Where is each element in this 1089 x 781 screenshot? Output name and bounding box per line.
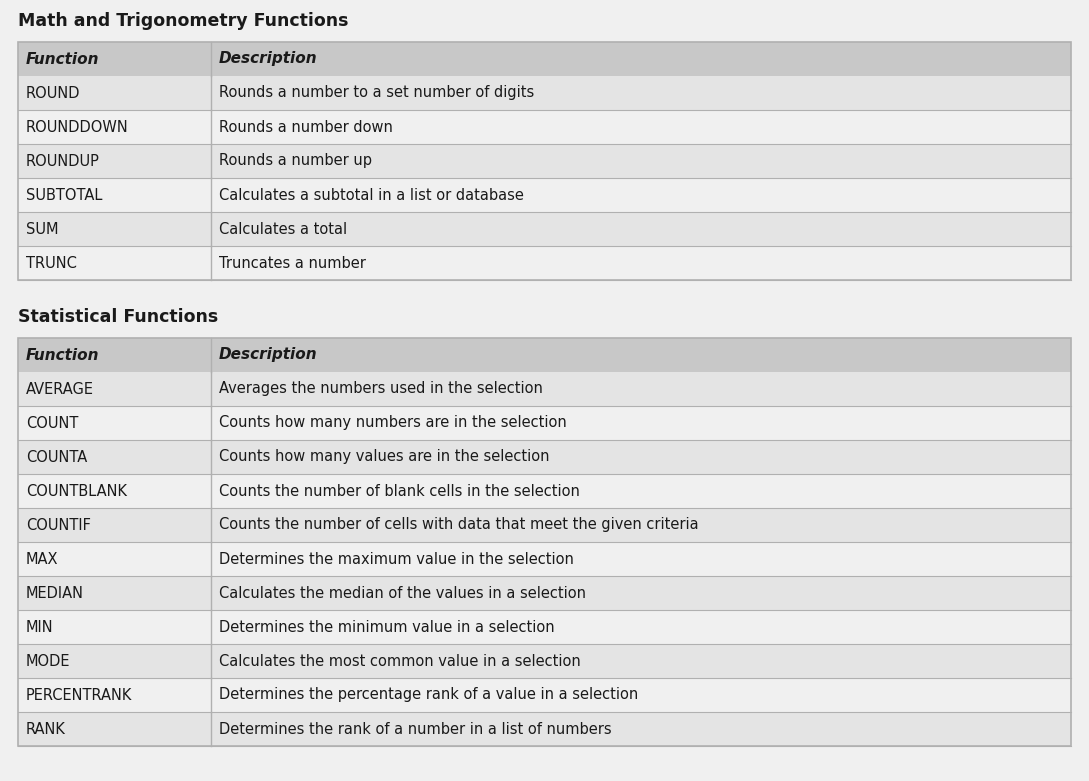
Text: Rounds a number to a set number of digits: Rounds a number to a set number of digit… [219,85,535,101]
Text: Determines the minimum value in a selection: Determines the minimum value in a select… [219,619,554,634]
Text: TRUNC: TRUNC [26,255,77,270]
Text: RANK: RANK [26,722,65,736]
Text: Averages the numbers used in the selection: Averages the numbers used in the selecti… [219,381,543,397]
Text: Function: Function [26,348,99,362]
Bar [19,678,1070,712]
Bar [19,42,1070,76]
Bar [19,338,1070,746]
Text: Counts the number of cells with data that meet the given criteria: Counts the number of cells with data tha… [219,518,699,533]
Text: Determines the maximum value in the selection: Determines the maximum value in the sele… [219,551,574,566]
Text: Function: Function [26,52,99,66]
Text: Description: Description [219,52,318,66]
Text: Statistical Functions: Statistical Functions [19,308,218,326]
Bar [19,644,1070,678]
Bar [19,406,1070,440]
Bar [19,178,1070,212]
Bar [19,372,1070,406]
Bar [19,474,1070,508]
Text: MAX: MAX [26,551,59,566]
Bar [19,212,1070,246]
Text: Determines the rank of a number in a list of numbers: Determines the rank of a number in a lis… [219,722,612,736]
Text: COUNTIF: COUNTIF [26,518,90,533]
Text: Truncates a number: Truncates a number [219,255,366,270]
Bar [19,576,1070,610]
Text: ROUNDUP: ROUNDUP [26,154,100,169]
Text: ROUND: ROUND [26,85,81,101]
Bar [19,246,1070,280]
Text: Calculates a subtotal in a list or database: Calculates a subtotal in a list or datab… [219,187,524,202]
Text: Counts the number of blank cells in the selection: Counts the number of blank cells in the … [219,483,579,498]
Text: Rounds a number down: Rounds a number down [219,119,393,134]
Text: COUNT: COUNT [26,415,78,430]
Text: ROUNDDOWN: ROUNDDOWN [26,119,129,134]
Text: Rounds a number up: Rounds a number up [219,154,372,169]
Bar [19,144,1070,178]
Text: Calculates the median of the values in a selection: Calculates the median of the values in a… [219,586,586,601]
Text: SUM: SUM [26,222,59,237]
Bar [19,76,1070,110]
Bar [19,440,1070,474]
Text: MODE: MODE [26,654,71,669]
Bar [19,42,1070,280]
Bar [19,542,1070,576]
Text: COUNTBLANK: COUNTBLANK [26,483,127,498]
Text: Calculates the most common value in a selection: Calculates the most common value in a se… [219,654,580,669]
Text: MIN: MIN [26,619,53,634]
Text: MEDIAN: MEDIAN [26,586,84,601]
Bar [19,338,1070,372]
Text: Determines the percentage rank of a value in a selection: Determines the percentage rank of a valu… [219,687,638,702]
Text: AVERAGE: AVERAGE [26,381,94,397]
Bar [19,610,1070,644]
Bar [19,508,1070,542]
Text: PERCENTRANK: PERCENTRANK [26,687,133,702]
Text: Calculates a total: Calculates a total [219,222,347,237]
Text: Description: Description [219,348,318,362]
Text: Counts how many values are in the selection: Counts how many values are in the select… [219,450,550,465]
Text: SUBTOTAL: SUBTOTAL [26,187,102,202]
Bar [19,110,1070,144]
Text: COUNTA: COUNTA [26,450,87,465]
Text: Counts how many numbers are in the selection: Counts how many numbers are in the selec… [219,415,566,430]
Text: Math and Trigonometry Functions: Math and Trigonometry Functions [19,12,348,30]
Bar [19,712,1070,746]
